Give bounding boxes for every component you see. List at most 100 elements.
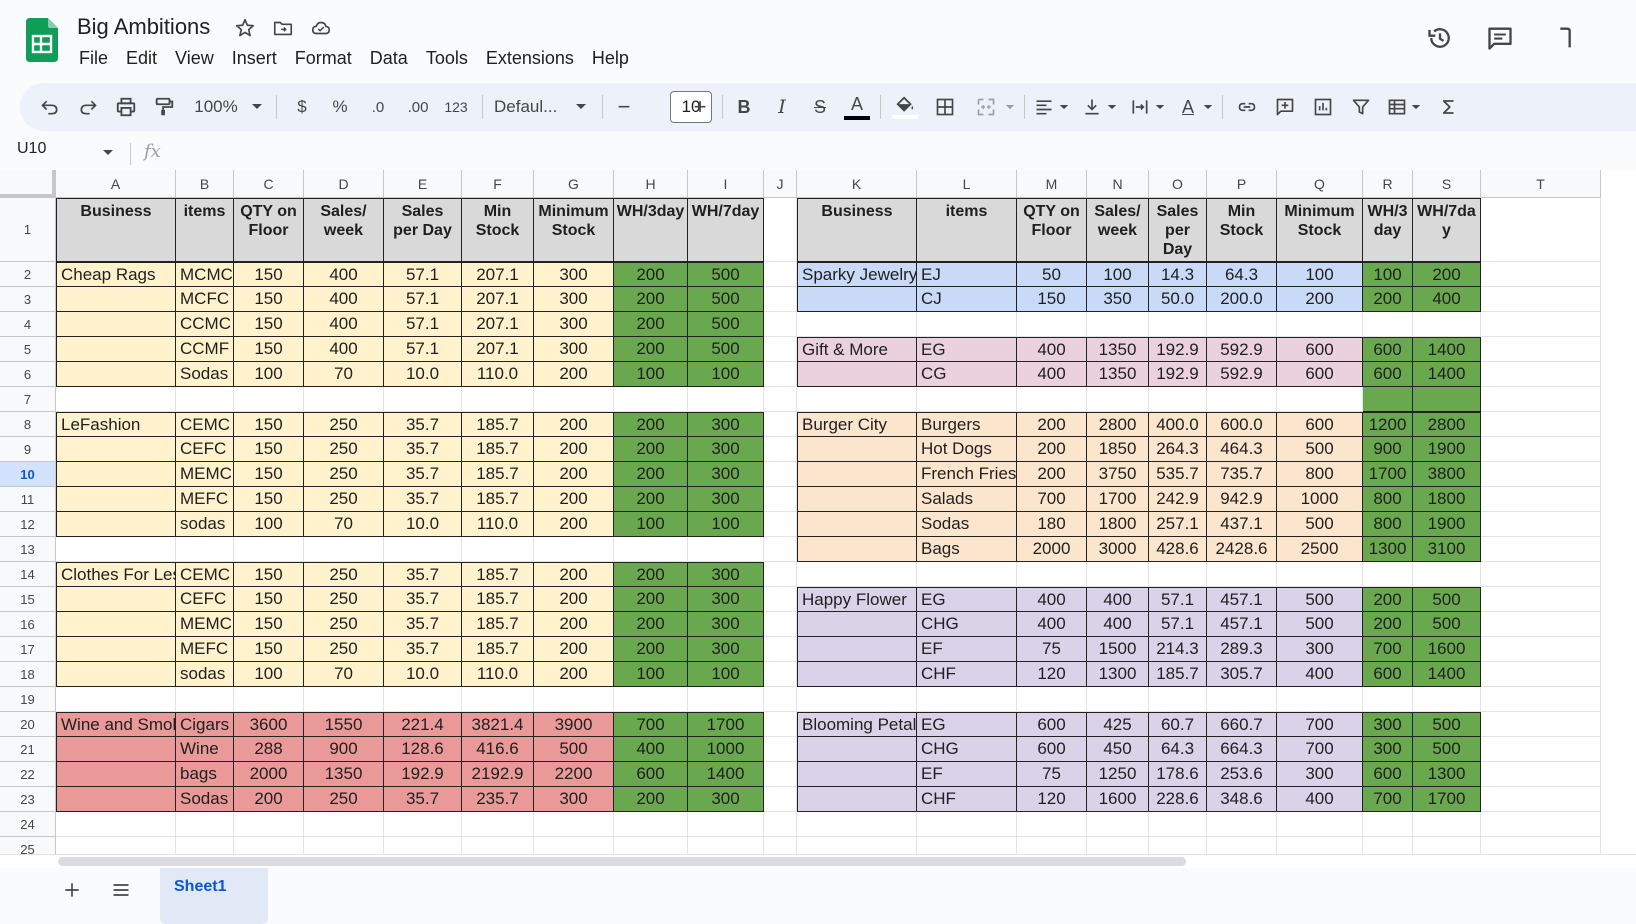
grid-cell[interactable] bbox=[797, 837, 917, 854]
item-cell[interactable]: EF bbox=[917, 762, 1017, 787]
select-all-corner[interactable] bbox=[0, 170, 56, 198]
grid-cell[interactable] bbox=[534, 537, 614, 562]
item-cell[interactable]: EF bbox=[917, 637, 1017, 662]
warehouse-cell[interactable]: 1600 bbox=[1413, 637, 1481, 662]
grid-cell[interactable] bbox=[1087, 387, 1149, 412]
value-cell[interactable]: 2800 bbox=[1087, 412, 1149, 437]
warehouse-cell[interactable]: 1900 bbox=[1413, 437, 1481, 462]
grid-cell[interactable] bbox=[534, 387, 614, 412]
header-cell[interactable]: Sales/ week bbox=[1087, 198, 1149, 262]
warehouse-cell[interactable]: 300 bbox=[688, 412, 764, 437]
grid-cell[interactable] bbox=[1017, 387, 1087, 412]
grid-cell[interactable] bbox=[764, 487, 797, 512]
warehouse-cell[interactable]: 500 bbox=[1413, 712, 1481, 737]
grid-cell[interactable] bbox=[764, 787, 797, 812]
sheets-logo-icon[interactable] bbox=[26, 18, 58, 62]
grid-cell[interactable] bbox=[1087, 812, 1149, 837]
value-cell[interactable]: 120 bbox=[1017, 787, 1087, 812]
version-history-icon[interactable] bbox=[1422, 20, 1458, 56]
insert-comment-icon[interactable] bbox=[1270, 83, 1300, 131]
value-cell[interactable]: 1800 bbox=[1087, 512, 1149, 537]
grid-cell[interactable] bbox=[384, 687, 462, 712]
warehouse-cell[interactable]: 1700 bbox=[688, 712, 764, 737]
value-cell[interactable]: 3750 bbox=[1087, 462, 1149, 487]
warehouse-cell[interactable]: 500 bbox=[1413, 737, 1481, 762]
warehouse-cell[interactable]: 500 bbox=[1413, 587, 1481, 612]
value-cell[interactable]: 2500 bbox=[1277, 537, 1363, 562]
business-cell[interactable] bbox=[56, 587, 176, 612]
business-cell[interactable] bbox=[56, 662, 176, 687]
grid-cell[interactable] bbox=[1087, 687, 1149, 712]
grid-cell[interactable] bbox=[764, 437, 797, 462]
value-cell[interactable]: 500 bbox=[1277, 587, 1363, 612]
warehouse-cell[interactable]: 300 bbox=[688, 637, 764, 662]
grid-cell[interactable] bbox=[764, 837, 797, 854]
warehouse-cell[interactable]: 200 bbox=[614, 337, 688, 362]
value-cell[interactable]: 200 bbox=[534, 637, 614, 662]
header-cell[interactable]: Min Stock bbox=[462, 198, 534, 262]
decrease-decimal-button[interactable]: .0 bbox=[362, 83, 394, 131]
grid-cell[interactable] bbox=[614, 837, 688, 854]
grid-cell[interactable] bbox=[764, 562, 797, 587]
business-name-cell[interactable]: Cheap Rags bbox=[56, 262, 176, 287]
grid-cell[interactable] bbox=[917, 812, 1017, 837]
value-cell[interactable]: 200 bbox=[534, 662, 614, 687]
item-cell[interactable]: sodas bbox=[176, 512, 234, 537]
grid-cell[interactable] bbox=[1363, 812, 1413, 837]
grid-cell[interactable] bbox=[1481, 312, 1601, 337]
wrap-chevron-down-icon[interactable] bbox=[1152, 83, 1168, 131]
grid-cell[interactable] bbox=[1481, 337, 1601, 362]
column-header-r[interactable]: R bbox=[1363, 170, 1413, 198]
grid-cell[interactable] bbox=[1017, 687, 1087, 712]
warehouse-cell[interactable]: 200 bbox=[614, 287, 688, 312]
business-cell[interactable] bbox=[56, 762, 176, 787]
grid-cell[interactable] bbox=[917, 687, 1017, 712]
warehouse-cell[interactable]: 200 bbox=[614, 462, 688, 487]
value-cell[interactable]: 228.6 bbox=[1149, 787, 1207, 812]
column-header-g[interactable]: G bbox=[534, 170, 614, 198]
item-cell[interactable]: Sodas bbox=[176, 787, 234, 812]
value-cell[interactable]: 185.7 bbox=[1149, 662, 1207, 687]
item-cell[interactable]: CJ bbox=[917, 287, 1017, 312]
warehouse-cell[interactable]: 500 bbox=[688, 312, 764, 337]
strikethrough-button[interactable]: S bbox=[806, 83, 834, 131]
value-cell[interactable]: 207.1 bbox=[462, 337, 534, 362]
grid-cell[interactable] bbox=[797, 562, 917, 587]
grid-cell[interactable] bbox=[797, 687, 917, 712]
grid-cell[interactable] bbox=[688, 387, 764, 412]
warehouse-cell[interactable]: 3800 bbox=[1413, 462, 1481, 487]
grid-cell[interactable] bbox=[176, 537, 234, 562]
value-cell[interactable]: 35.7 bbox=[384, 412, 462, 437]
grid-cell[interactable] bbox=[1481, 198, 1601, 262]
value-cell[interactable]: 150 bbox=[234, 412, 304, 437]
value-cell[interactable]: 400 bbox=[1017, 337, 1087, 362]
grid-cell[interactable] bbox=[764, 712, 797, 737]
value-cell[interactable]: 100 bbox=[1087, 262, 1149, 287]
value-cell[interactable]: 400 bbox=[1017, 612, 1087, 637]
column-header-c[interactable]: C bbox=[234, 170, 304, 198]
align-chevron-down-icon[interactable] bbox=[1056, 83, 1072, 131]
grid-cell[interactable] bbox=[1087, 562, 1149, 587]
grid-cell[interactable] bbox=[176, 812, 234, 837]
business-cell[interactable] bbox=[797, 512, 917, 537]
row-header-18[interactable]: 18 bbox=[0, 662, 56, 687]
value-cell[interactable]: 600 bbox=[1277, 412, 1363, 437]
grid-cell[interactable] bbox=[1363, 837, 1413, 854]
header-cell[interactable]: items bbox=[176, 198, 234, 262]
row-header-12[interactable]: 12 bbox=[0, 512, 56, 537]
grid-cell[interactable] bbox=[1087, 837, 1149, 854]
business-cell[interactable] bbox=[56, 487, 176, 512]
item-cell[interactable]: Burgers bbox=[917, 412, 1017, 437]
value-cell[interactable]: 500 bbox=[1277, 437, 1363, 462]
item-cell[interactable]: CCMF bbox=[176, 337, 234, 362]
value-cell[interactable]: 400 bbox=[1017, 587, 1087, 612]
value-cell[interactable]: 221.4 bbox=[384, 712, 462, 737]
warehouse-cell[interactable]: 300 bbox=[688, 612, 764, 637]
value-cell[interactable]: 1350 bbox=[304, 762, 384, 787]
value-cell[interactable]: 289.3 bbox=[1207, 637, 1277, 662]
item-cell[interactable]: EJ bbox=[917, 262, 1017, 287]
business-cell[interactable] bbox=[56, 362, 176, 387]
item-cell[interactable]: EG bbox=[917, 587, 1017, 612]
value-cell[interactable]: 400 bbox=[304, 337, 384, 362]
value-cell[interactable]: 35.7 bbox=[384, 637, 462, 662]
